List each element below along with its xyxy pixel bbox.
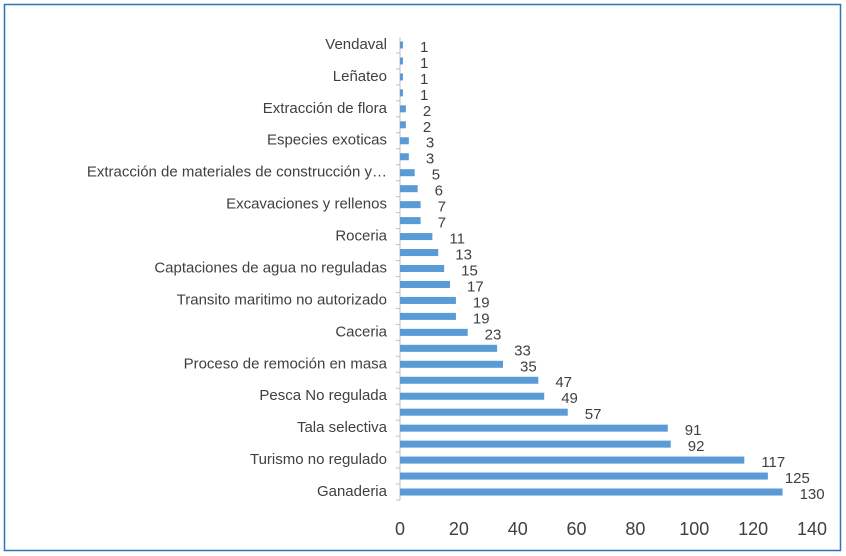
data-label: 49 (561, 390, 578, 407)
y-tick-label: Ganaderia (317, 483, 388, 500)
bar (400, 217, 421, 225)
bar (400, 392, 545, 400)
data-label: 23 (485, 326, 502, 343)
data-label: 91 (685, 422, 702, 439)
bar (400, 185, 418, 193)
bar (400, 440, 671, 448)
data-label: 19 (473, 294, 490, 311)
y-tick-label: Caceria (335, 323, 387, 340)
bar (400, 360, 503, 368)
y-tick-label: Tala selectiva (297, 419, 388, 436)
bar (400, 488, 783, 496)
y-tick-label: Captaciones de agua no reguladas (154, 259, 387, 276)
y-tick-label: Roceria (335, 228, 387, 245)
data-label: 17 (467, 278, 484, 295)
bar (400, 233, 433, 241)
data-label: 1 (420, 55, 428, 72)
bar (400, 153, 409, 161)
data-label: 47 (555, 374, 572, 391)
data-label: 7 (438, 199, 446, 216)
y-tick-label: Transito maritimo no autorizado (177, 291, 387, 308)
data-label: 3 (426, 151, 434, 168)
bar (400, 169, 415, 177)
bar (400, 249, 439, 257)
data-label: 1 (420, 87, 428, 104)
data-label: 33 (514, 342, 531, 359)
bar (400, 328, 468, 336)
y-tick-label: Extracción de materiales de construcción… (87, 164, 387, 181)
x-tick-label: 80 (625, 519, 645, 539)
bar (400, 312, 456, 320)
data-label: 6 (435, 183, 443, 200)
bar (400, 121, 406, 129)
y-tick-label: Turismo no regulado (250, 451, 387, 468)
bar (400, 137, 409, 145)
bar (400, 296, 456, 304)
x-tick-label: 140 (797, 519, 827, 539)
data-label: 57 (585, 406, 602, 423)
bar (400, 57, 403, 65)
bar (400, 472, 768, 480)
x-tick-label: 40 (508, 519, 528, 539)
bar (400, 376, 539, 384)
bar (400, 105, 406, 113)
data-label: 11 (449, 231, 465, 248)
data-label: 1 (420, 71, 428, 88)
x-tick-label: 120 (738, 519, 768, 539)
bar (400, 408, 568, 416)
data-label: 125 (785, 470, 810, 487)
y-tick-label: Pesca No regulada (259, 387, 387, 404)
data-label: 35 (520, 358, 537, 375)
y-tick-label: Vendaval (325, 36, 387, 53)
y-tick-label: Especies exoticas (267, 132, 387, 149)
x-tick-label: 100 (679, 519, 709, 539)
bar (400, 264, 445, 273)
y-tick-label: Extracción de flora (263, 100, 388, 117)
data-label: 2 (423, 103, 431, 120)
bar (400, 89, 403, 97)
data-label: 1 (420, 39, 428, 56)
y-tick-label: Excavaciones y rellenos (226, 196, 387, 213)
bar (400, 280, 451, 288)
data-label: 130 (800, 486, 825, 503)
data-label: 15 (461, 262, 478, 279)
bar (400, 424, 668, 432)
bar (400, 73, 403, 81)
x-tick-label: 0 (395, 519, 405, 539)
data-label: 92 (688, 438, 705, 455)
bar (400, 201, 421, 209)
data-label: 19 (473, 310, 490, 327)
data-label: 2 (423, 119, 431, 136)
bar (400, 344, 498, 352)
data-label: 117 (761, 454, 785, 471)
y-tick-label: Leñateo (333, 68, 387, 85)
x-tick-label: 60 (567, 519, 587, 539)
bar (400, 456, 745, 464)
y-tick-label: Proceso de remoción en masa (184, 355, 388, 372)
bar (400, 41, 403, 49)
data-label: 13 (455, 247, 472, 264)
x-tick-label: 20 (449, 519, 469, 539)
data-label: 3 (426, 135, 434, 152)
data-label: 7 (438, 215, 446, 232)
data-label: 5 (432, 167, 440, 184)
